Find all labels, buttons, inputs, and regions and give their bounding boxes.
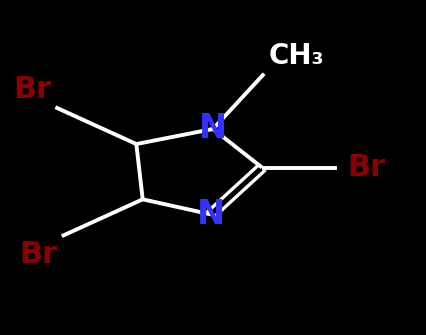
Text: Br: Br xyxy=(20,240,58,269)
Text: CH₃: CH₃ xyxy=(268,42,324,70)
Text: Br: Br xyxy=(347,153,385,182)
Text: N: N xyxy=(199,113,227,145)
Text: N: N xyxy=(197,198,225,231)
Text: Br: Br xyxy=(13,75,51,104)
